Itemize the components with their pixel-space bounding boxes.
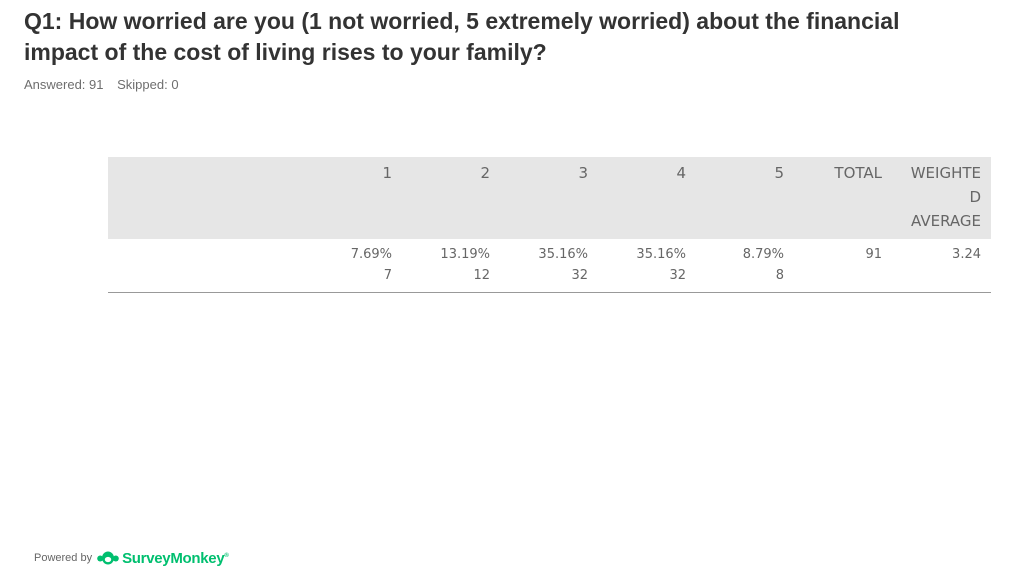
brand-name: SurveyMonkey xyxy=(122,549,225,567)
cell-rating-3: 35.16% 32 xyxy=(500,239,598,293)
cell-rating-1: 7.69% 7 xyxy=(304,239,402,293)
percentage-value: 35.16% xyxy=(538,247,588,262)
cell-weighted-average: 3.24 xyxy=(892,239,991,293)
percentage-value: 8.79% xyxy=(742,247,784,262)
powered-by-footer: Powered by SurveyMonkey® xyxy=(34,549,229,567)
column-header-total: TOTAL xyxy=(794,157,892,239)
powered-by-label: Powered by xyxy=(34,552,93,564)
row-label xyxy=(108,239,304,293)
results-table: 1 2 3 4 5 TOTAL WEIGHTE D AVERAGE 7.69% … xyxy=(108,157,991,293)
count-value: 8 xyxy=(775,268,784,283)
weighted-average-line-2: D xyxy=(969,188,981,206)
surveymonkey-logo-icon xyxy=(97,549,119,567)
table-row: 7.69% 7 13.19% 12 35.16% 32 35.16% 32 8.… xyxy=(108,239,991,293)
count-value: 32 xyxy=(571,268,588,283)
cell-rating-4: 35.16% 32 xyxy=(598,239,696,293)
header-row-label xyxy=(108,157,304,239)
column-header-1: 1 xyxy=(304,157,402,239)
weighted-average-line-3: AVERAGE xyxy=(911,212,981,230)
column-header-3: 3 xyxy=(500,157,598,239)
column-header-4: 4 xyxy=(598,157,696,239)
column-header-5: 5 xyxy=(696,157,794,239)
count-value: 32 xyxy=(669,268,686,283)
column-header-weighted-average: WEIGHTE D AVERAGE xyxy=(892,157,991,239)
skipped-count: Skipped: 0 xyxy=(117,77,179,92)
column-header-2: 2 xyxy=(402,157,500,239)
count-value: 12 xyxy=(473,268,490,283)
answered-count: Answered: 91 xyxy=(24,77,104,92)
percentage-value: 13.19% xyxy=(440,247,490,262)
count-value: 7 xyxy=(383,268,392,283)
weighted-average-line-1: WEIGHTE xyxy=(910,164,981,182)
surveymonkey-logo-text: SurveyMonkey® xyxy=(122,549,229,567)
cell-total: 91 xyxy=(794,239,892,293)
table-header-row: 1 2 3 4 5 TOTAL WEIGHTE D AVERAGE xyxy=(108,157,991,239)
question-title: Q1: How worried are you (1 not worried, … xyxy=(24,8,900,65)
response-summary: Answered: 91 Skipped: 0 xyxy=(24,77,179,92)
registered-mark: ® xyxy=(224,552,229,559)
cell-rating-2: 13.19% 12 xyxy=(402,239,500,293)
percentage-value: 35.16% xyxy=(636,247,686,262)
cell-rating-5: 8.79% 8 xyxy=(696,239,794,293)
percentage-value: 7.69% xyxy=(350,247,392,262)
